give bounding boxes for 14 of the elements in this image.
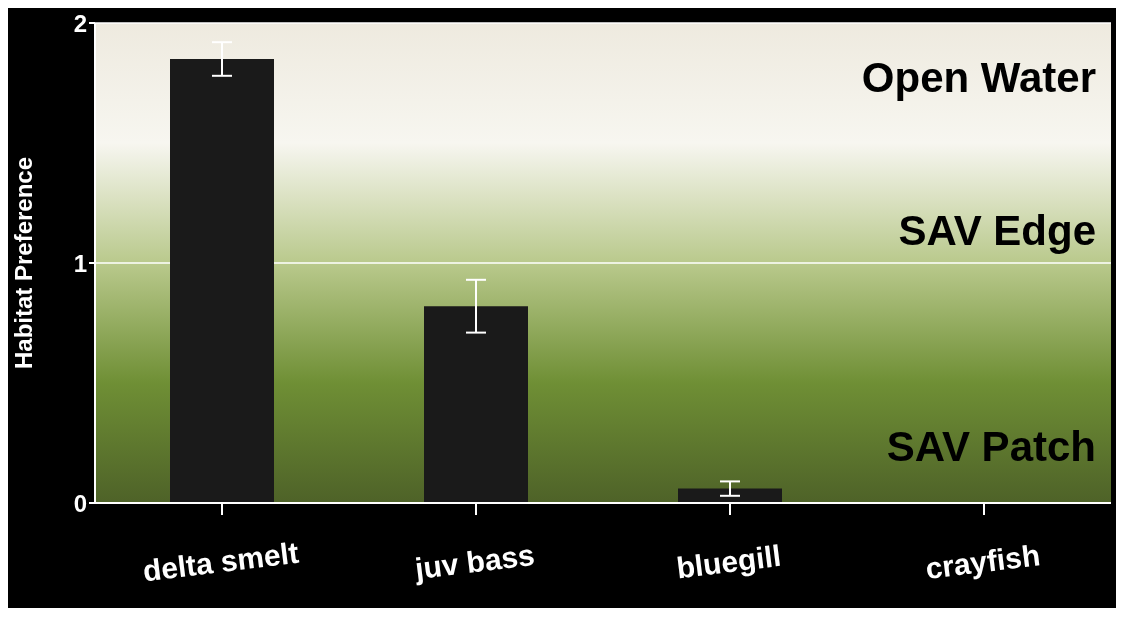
bar — [170, 59, 274, 503]
y-tick-label: 1 — [73, 249, 87, 277]
x-tick-label: crayfish — [923, 538, 1042, 585]
annotation: SAV Patch — [886, 423, 1096, 472]
y-tick-label: 2 — [73, 9, 87, 37]
bar — [678, 488, 782, 503]
x-tick-label: delta smelt — [140, 535, 301, 588]
x-tick-label: bluegill — [674, 538, 783, 585]
annotation: SAV Edge — [898, 207, 1096, 256]
x-tick-label: juv bass — [412, 537, 537, 586]
bar — [424, 306, 528, 503]
y-axis-title: Habitat Preference — [9, 156, 37, 370]
annotation: Open Water — [861, 53, 1096, 102]
y-tick-label: 0 — [73, 489, 87, 517]
